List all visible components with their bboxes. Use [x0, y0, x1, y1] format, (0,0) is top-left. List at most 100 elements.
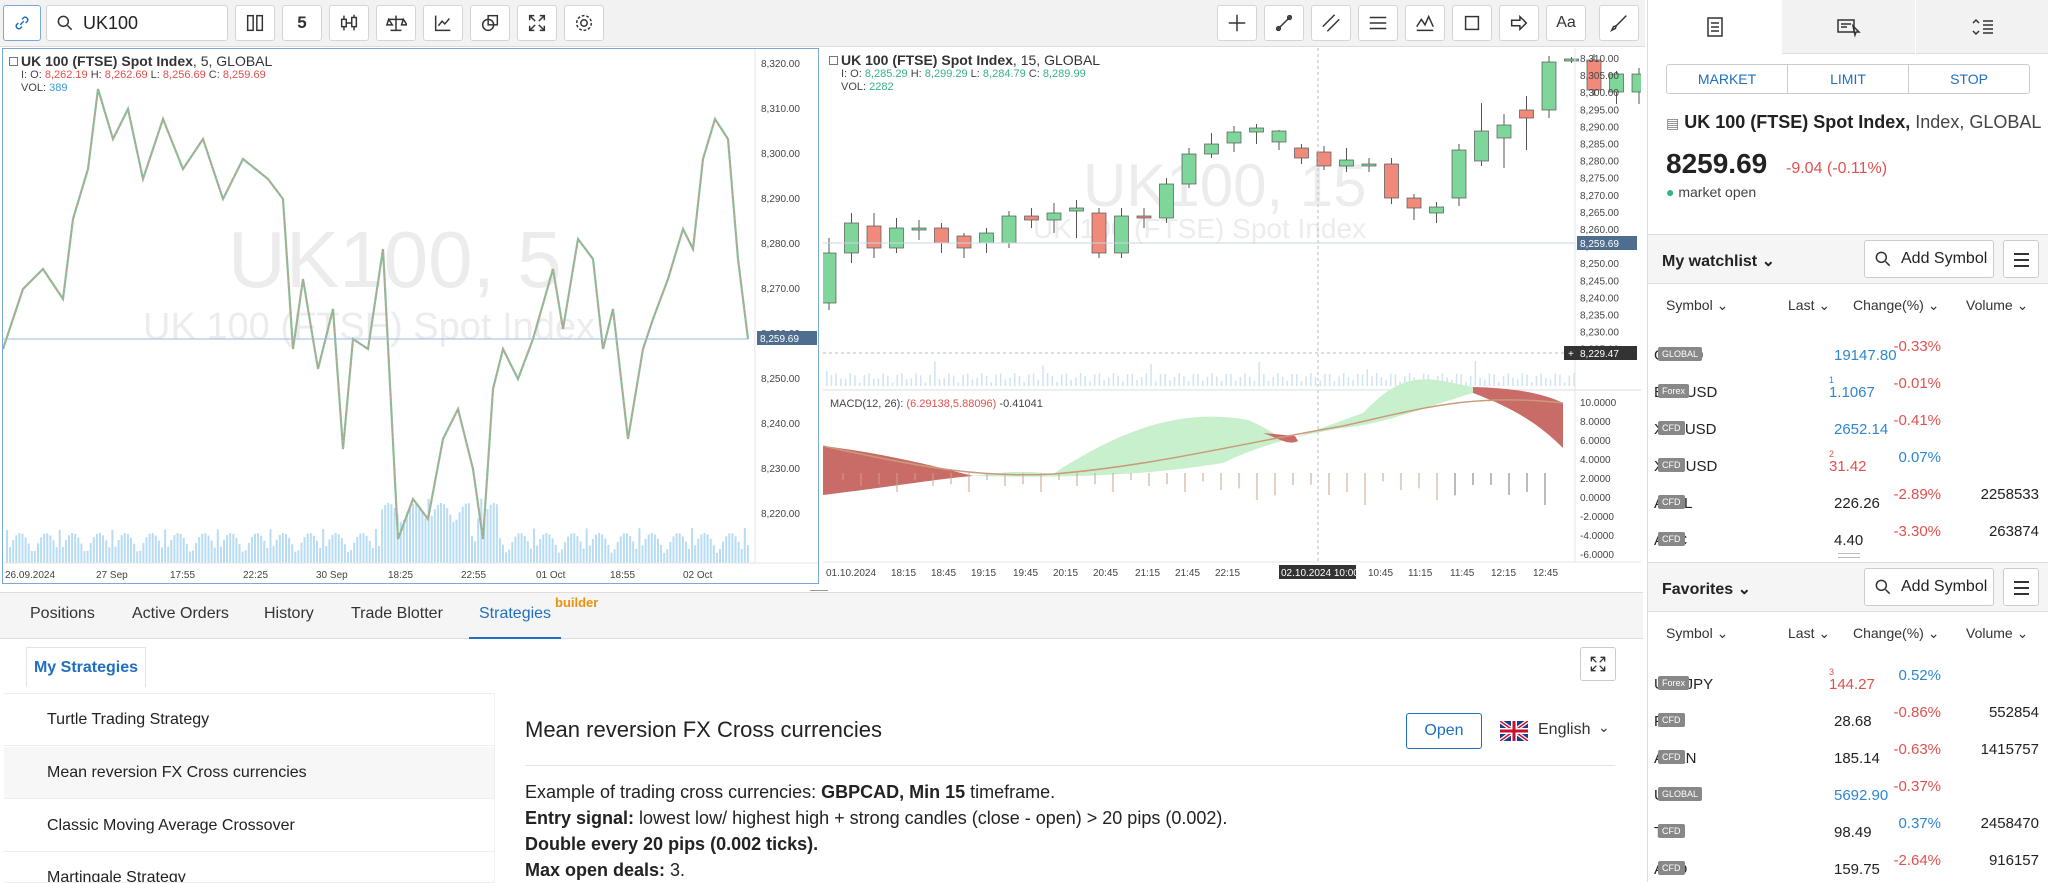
order-type-market[interactable]: MARKET — [1666, 64, 1788, 94]
right-volume-bar — [1004, 379, 1007, 386]
fib-tool[interactable] — [1358, 5, 1398, 41]
quote-row[interactable]: AMCCFD4.40-3.30%263874 — [1648, 514, 2048, 551]
collapse-icon[interactable] — [9, 57, 18, 66]
shapes-button[interactable] — [470, 5, 510, 41]
right-volume-bar — [1173, 377, 1176, 386]
left-volume-bar — [449, 514, 452, 563]
layout-button[interactable] — [235, 5, 275, 41]
indicators-button[interactable] — [423, 5, 463, 41]
trendline-tool[interactable] — [1264, 5, 1304, 41]
quote-row[interactable]: US500GLOBAL5692.90-0.37% — [1648, 769, 2048, 806]
column-symbol[interactable]: Symbol ⌄ — [1666, 625, 1729, 641]
compare-button[interactable] — [376, 5, 416, 41]
interval-button[interactable]: 5 — [282, 5, 322, 41]
fullscreen-button[interactable] — [517, 5, 557, 41]
right-price-axis: 8,310.00 8,305.00 8,300.00 8,295.00 8,290.00… — [1580, 54, 1619, 356]
expand-panel-button[interactable] — [1580, 647, 1616, 681]
right-price-tick: 8,260.00 — [1580, 225, 1619, 236]
right-volume-bar — [1197, 373, 1199, 386]
open-strategy-button[interactable]: Open — [1406, 713, 1482, 749]
quote-row[interactable]: TLTCFD98.490.37%2458470 — [1648, 806, 2048, 843]
left-volume-bar — [626, 533, 628, 563]
strategy-item[interactable]: Classic Moving Average Crossover — [4, 800, 494, 852]
tab-order-window[interactable] — [1782, 0, 1915, 54]
right-volume-bar — [1314, 376, 1317, 386]
tab-order-ticket[interactable] — [1648, 0, 1781, 54]
column-change[interactable]: Change(%) ⌄ — [1853, 625, 1940, 641]
watchlist-menu-button[interactable] — [2003, 240, 2039, 278]
column-volume[interactable]: Volume ⌄ — [1966, 297, 2029, 313]
left-volume-bar — [464, 503, 467, 563]
favorites-title[interactable]: Favorites ⌄ — [1662, 581, 1751, 598]
left-time-tick: 18:25 — [388, 570, 413, 581]
quote-row[interactable]: AMDCFD159.75-2.64%916157 — [1648, 843, 2048, 880]
my-strategies-tab[interactable]: My Strategies — [26, 647, 146, 687]
tab-history[interactable]: History — [264, 605, 314, 622]
tab-strategies[interactable]: Strategies — [479, 605, 552, 622]
column-last[interactable]: Last ⌄ — [1788, 625, 1831, 641]
settings-button[interactable] — [564, 5, 604, 41]
pattern-tool[interactable] — [1405, 5, 1445, 41]
strategy-item[interactable]: Martingale Strategy — [4, 853, 494, 883]
tab-active-orders[interactable]: Active Orders — [132, 605, 229, 622]
column-last[interactable]: Last ⌄ — [1788, 297, 1831, 313]
crosshair-tool[interactable] — [1217, 5, 1257, 41]
left-volume-bar — [328, 539, 331, 563]
left-price-chart[interactable]: UK100, 5 UK 100 (FTSE) Spot Index 8,320.… — [3, 49, 818, 583]
rectangle-tool[interactable] — [1452, 5, 1492, 41]
link-button[interactable] — [3, 5, 41, 41]
tab-sort-list[interactable] — [1916, 0, 2048, 54]
left-chart-pane[interactable]: UK100, 5 UK 100 (FTSE) Spot Index 8,320.… — [2, 48, 819, 584]
left-volume-bar — [734, 536, 737, 563]
right-volume-bar — [999, 373, 1002, 386]
arrow-tool[interactable] — [1499, 5, 1539, 41]
tab-positions[interactable]: Positions — [30, 605, 95, 622]
order-type-stop[interactable]: STOP — [1908, 64, 2030, 94]
chart-type-button[interactable] — [329, 5, 369, 41]
add-symbol-button[interactable]: Add Symbol — [1864, 240, 1994, 278]
tab-trade-blotter[interactable]: Trade Blotter — [351, 605, 443, 622]
left-volume-bar — [294, 551, 297, 563]
left-volume-bar — [697, 538, 700, 563]
text-tool[interactable]: Aa — [1546, 5, 1586, 41]
instrument-badge: Forex — [1658, 676, 1690, 690]
right-price-chart[interactable]: UK100, 15 UK 100 (FTSE) Spot Index 8,310… — [823, 48, 1641, 584]
brush-tool[interactable] — [1599, 5, 1639, 41]
right-volume-bar — [896, 374, 898, 386]
quote-row[interactable]: GER40GLOBAL19147.80-0.33% — [1648, 329, 2048, 366]
strategy-item[interactable]: Mean reversion FX Cross currencies — [4, 747, 494, 799]
quote-row[interactable]: XAGUSD CFD 31.42 2 0.07% — [1654, 449, 1941, 475]
order-type-limit[interactable]: LIMIT — [1787, 64, 1909, 94]
quote-row[interactable]: PFECFD28.68-0.86%552854 — [1648, 695, 2048, 732]
right-volume-bar — [1465, 381, 1467, 386]
language-select[interactable]: English ⌄ — [1500, 719, 1610, 745]
quote-row[interactable]: XAUUSD CFD 2652.14 -0.41% — [1654, 412, 1941, 438]
column-volume[interactable]: Volume ⌄ — [1966, 625, 2029, 641]
right-chart-pane[interactable]: UK100, 15 UK 100 (FTSE) Spot Index 8,310… — [823, 48, 1641, 584]
sort-list-icon — [1971, 18, 1993, 35]
symbol-search-input[interactable]: UK100 — [46, 5, 228, 41]
strategy-item[interactable]: Turtle Trading Strategy — [4, 694, 494, 746]
add-symbol-button[interactable]: Add Symbol — [1864, 568, 1994, 606]
left-volume-bar — [526, 541, 529, 563]
collapse-icon[interactable] — [829, 56, 838, 65]
left-volume-bar — [331, 534, 334, 563]
left-volume-bar — [198, 537, 201, 563]
left-volume-bar — [343, 544, 346, 563]
description-line: Entry signal: lowest low/ highest high +… — [525, 808, 1228, 828]
section-resize-handle[interactable] — [1838, 553, 1860, 558]
favorites-menu-button[interactable] — [2003, 568, 2039, 606]
quote-row[interactable]: AMZNCFD185.14-0.63%1415757 — [1648, 732, 2048, 769]
left-volume-bar — [567, 536, 570, 563]
right-volume-bar — [1371, 376, 1373, 386]
right-volume-bar — [1093, 374, 1096, 386]
quote-row[interactable]: AAPLCFD226.26-2.89%2258533 — [1648, 477, 2048, 514]
watchlist-title[interactable]: My watchlist ⌄ — [1662, 253, 1775, 270]
channel-tool[interactable] — [1311, 5, 1351, 41]
column-symbol[interactable]: Symbol ⌄ — [1666, 297, 1729, 313]
candle-body — [1316, 151, 1332, 167]
column-change[interactable]: Change(%) ⌄ — [1853, 297, 1940, 313]
right-volume-bar — [1140, 377, 1143, 386]
